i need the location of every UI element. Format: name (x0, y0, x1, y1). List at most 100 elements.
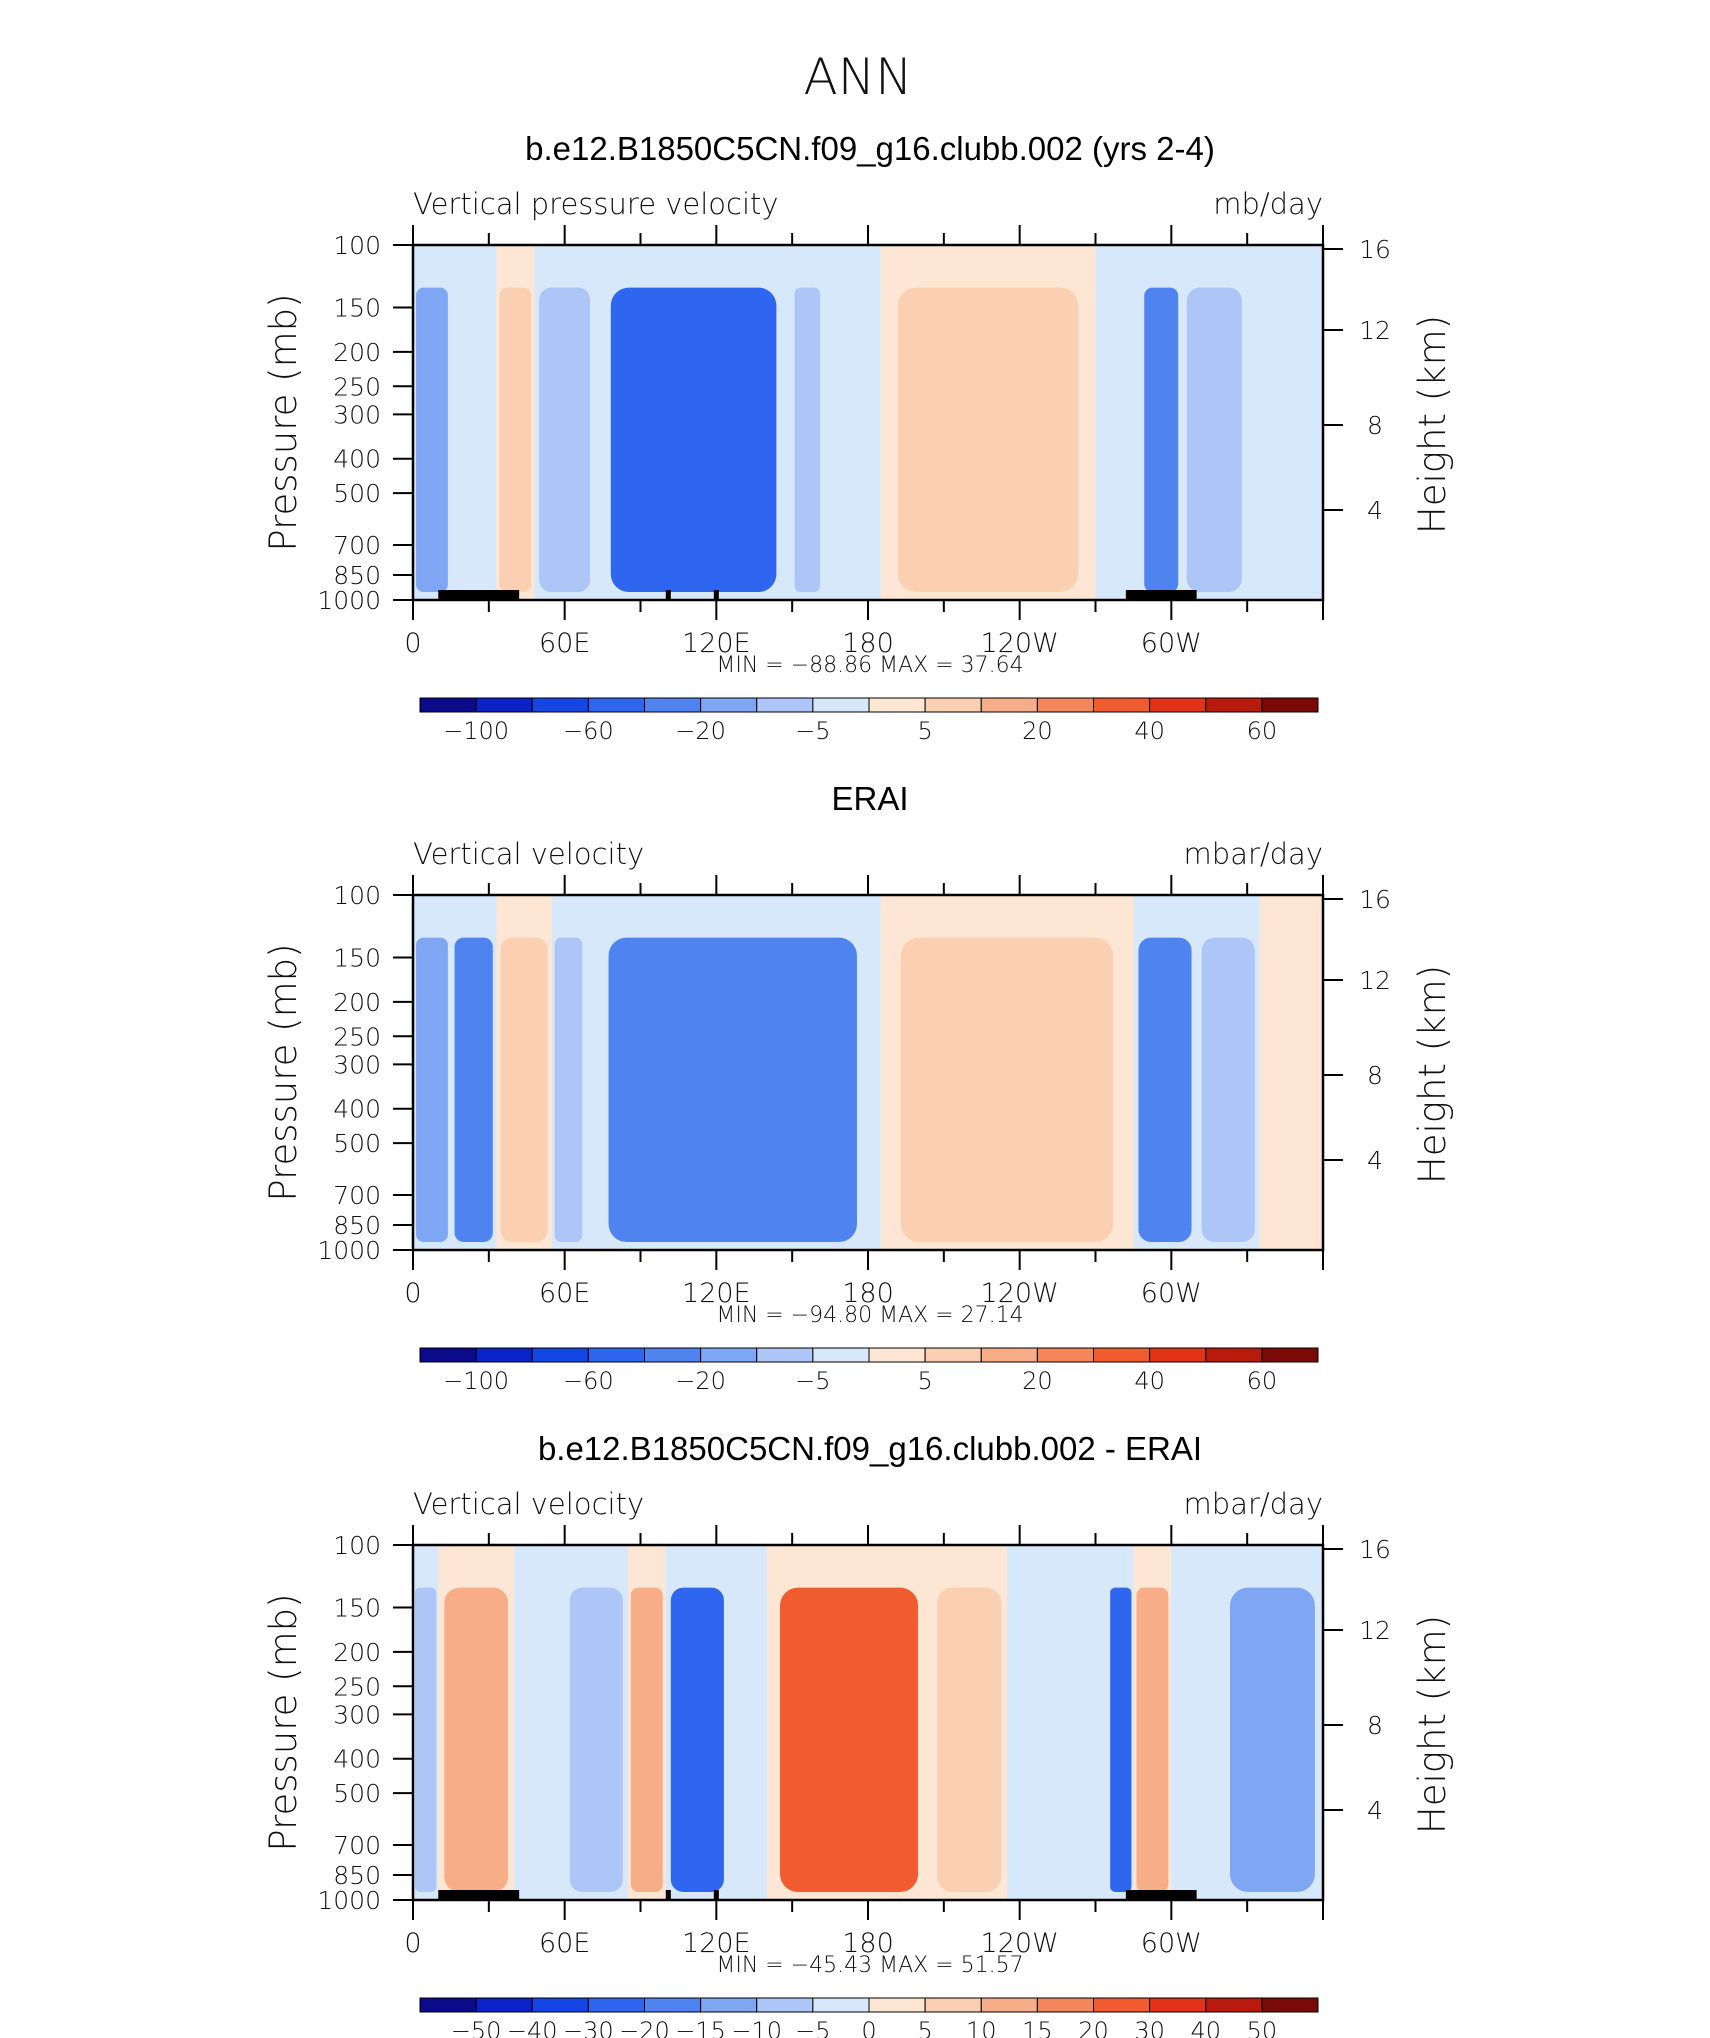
colorbar-label: −60 (563, 1367, 614, 1395)
colorbar-box (756, 1997, 814, 2013)
colorbar-label: 60 (1247, 1367, 1278, 1395)
min-max-stats: MIN = −45.43 MAX = 51.57 (716, 1953, 1023, 1978)
data-cell (454, 937, 493, 1242)
x-tick-label: 60E (539, 1278, 590, 1309)
y-tick-label: 700 (333, 1831, 381, 1860)
data-cell (1201, 937, 1255, 1242)
x-tick-label: 120E (682, 1928, 751, 1959)
data-cell (1253, 287, 1317, 592)
colorbar-box (475, 1997, 533, 2013)
data-cell (1144, 287, 1179, 592)
colorbar-label: −100 (443, 1367, 509, 1395)
colorbar-box (1149, 1997, 1207, 2013)
colorbar-label: 50 (1247, 2017, 1278, 2038)
data-cell (630, 1587, 663, 1892)
data-cell (1138, 937, 1192, 1242)
variable-label: Vertical velocity (413, 837, 644, 871)
colorbar-box (644, 1347, 702, 1363)
y-tick-label: 250 (333, 372, 381, 401)
colorbar-label: 5 (917, 2017, 932, 2038)
colorbar-label: 40 (1134, 1367, 1165, 1395)
colorbar-box (587, 1997, 645, 2013)
data-cell (732, 1587, 764, 1892)
x-tick-label: 120W (981, 628, 1059, 659)
colorbar-box (1261, 697, 1319, 713)
topography-block (438, 1890, 520, 1900)
units-label: mbar/day (1184, 1487, 1323, 1521)
colorbar-label: 40 (1134, 717, 1165, 745)
y2-tick-label: 12 (1359, 316, 1391, 345)
colorbar-box (700, 1347, 758, 1363)
y-tick-label: 1000 (317, 1236, 381, 1265)
colorbar-label: 15 (1022, 2017, 1053, 2038)
colorbar-box (1036, 1347, 1094, 1363)
y-tick-label: 1000 (317, 586, 381, 615)
colorbar-box (644, 697, 702, 713)
plot-area (413, 1545, 1323, 1900)
colorbar-label: −20 (675, 717, 726, 745)
data-cell (937, 1587, 1001, 1892)
colorbar-box (700, 697, 758, 713)
data-cell (608, 937, 857, 1242)
data-cell (794, 287, 821, 592)
colorbar-label: −40 (507, 2017, 558, 2038)
colorbar-box (1036, 1997, 1094, 2013)
y-tick-label: 300 (333, 1050, 381, 1079)
y2-axis-label: Height (km) (1411, 315, 1454, 534)
panel-2: ERAI Vertical velocity mbar/day 0 60E 120E 180… (262, 780, 1454, 1395)
panel-3: b.e12.B1850C5CN.f09_g16.clubb.002 - ERAI… (262, 1430, 1454, 2038)
colorbar-box (868, 697, 926, 713)
colorbar-label: 5 (917, 1367, 932, 1395)
colorbar-box (531, 1997, 589, 2013)
y-tick-label: 400 (333, 1095, 381, 1124)
colorbar-label: −60 (563, 717, 614, 745)
data-cell (1110, 1587, 1132, 1892)
colorbar-label: −5 (795, 1367, 830, 1395)
colorbar-label: −5 (795, 717, 830, 745)
y-tick-label: 1000 (317, 1886, 381, 1915)
y-tick-label: 150 (333, 944, 381, 973)
y2-tick-label: 4 (1367, 1796, 1383, 1825)
data-cell (444, 1587, 509, 1892)
y-tick-label: 700 (333, 1181, 381, 1210)
x-tick-label: 120E (682, 1278, 751, 1309)
y-tick-label: 100 (333, 881, 381, 910)
data-cell (415, 1587, 437, 1892)
colorbar-label: −15 (675, 2017, 726, 2038)
data-cell (539, 287, 591, 592)
data-cell (1175, 1587, 1218, 1892)
colorbar-label: 5 (917, 717, 932, 745)
data-cell (1015, 1587, 1101, 1892)
colorbar-box (1093, 1347, 1151, 1363)
colorbar-box (419, 697, 477, 713)
y-tick-label: 500 (333, 1779, 381, 1808)
data-cell (1186, 287, 1242, 592)
colorbar-box (924, 1347, 982, 1363)
plot-area (413, 245, 1323, 600)
y-tick-label: 850 (333, 561, 381, 590)
x-tick-label: 60E (539, 628, 590, 659)
y-tick-label: 700 (333, 531, 381, 560)
data-cell (454, 287, 493, 592)
colorbar-box (812, 1347, 870, 1363)
data-cell (1229, 1587, 1315, 1892)
data-cell (499, 287, 532, 592)
x-tick-label: 180 (842, 1928, 894, 1959)
x-tick-label: 0 (404, 628, 421, 659)
y2-tick-label: 16 (1359, 235, 1391, 264)
colorbar-box (756, 1347, 814, 1363)
x-tick-label: 120W (981, 1928, 1059, 1959)
plot-area (413, 895, 1323, 1250)
colorbar-label: −20 (675, 1367, 726, 1395)
x-tick-label: 0 (404, 1928, 421, 1959)
colorbar-box (868, 1997, 926, 2013)
colorbar-box (419, 1997, 477, 2013)
colorbar-box (587, 1347, 645, 1363)
panel-title: b.e12.B1850C5CN.f09_g16.clubb.002 (yrs 2… (525, 130, 1215, 167)
data-cell (827, 287, 876, 592)
data-cell (897, 287, 1079, 592)
y-tick-label: 300 (333, 1700, 381, 1729)
min-max-stats: MIN = −94.80 MAX = 27.14 (716, 1303, 1023, 1328)
variable-label: Vertical pressure velocity (413, 187, 779, 221)
